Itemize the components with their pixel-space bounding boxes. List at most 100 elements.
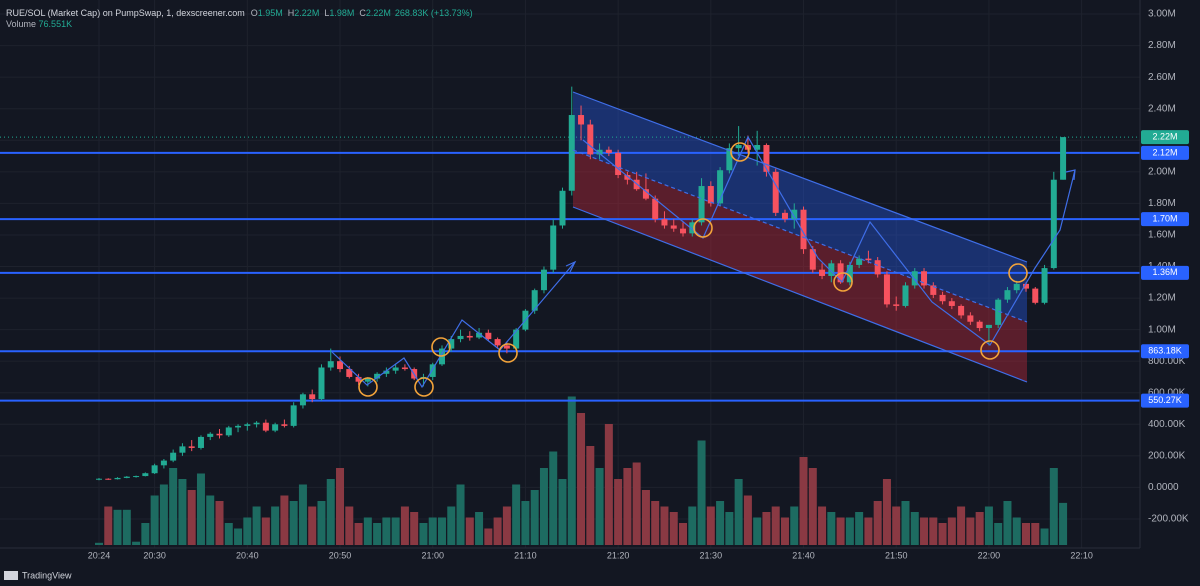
candle-body (856, 258, 863, 265)
volume-bar (873, 501, 882, 545)
candle-body (865, 258, 872, 261)
volume-bar (799, 457, 808, 545)
volume-bar (280, 495, 289, 545)
volume-bar (892, 506, 901, 545)
marker-circle (730, 142, 750, 162)
candle-body (337, 361, 344, 370)
channel-lower (573, 150, 1027, 382)
candle-body (1041, 268, 1048, 303)
candle-body (513, 329, 520, 349)
candle-body (235, 425, 242, 428)
time-axis: 20:24 20:30 20:40 20:50 21:00 21:10 21:20 21:30… (88, 550, 1093, 560)
volume-bar (1022, 523, 1030, 545)
candle-body (197, 436, 204, 448)
volume-bar (465, 517, 474, 545)
level-tag (1141, 344, 1189, 359)
x-tick-label: 22:00 (978, 550, 1001, 560)
volume-bar (771, 506, 780, 545)
volume-bar (549, 451, 558, 545)
volume-bar (595, 468, 604, 545)
zigzag (582, 135, 1076, 346)
marker-circle (498, 343, 518, 363)
candle-body (930, 285, 937, 295)
candle-body (624, 174, 631, 180)
volume-bar (725, 512, 734, 545)
candle-body (578, 115, 585, 125)
candles (96, 86, 1067, 481)
marker-circle (693, 218, 713, 238)
candle-body (170, 452, 177, 461)
candle-body (457, 335, 464, 340)
candle-body (550, 225, 557, 270)
x-tick-label: 21:20 (607, 550, 630, 560)
y-tick-label: -200.00K (1148, 514, 1189, 525)
drawings (331, 91, 1076, 397)
volume-bar (947, 517, 956, 545)
candle-body (735, 145, 742, 149)
volume-bar (660, 506, 669, 545)
candle-body (985, 324, 992, 329)
volume-bar (419, 523, 428, 545)
last-price-tag (1141, 130, 1189, 145)
volume-bar (382, 517, 391, 545)
volume-bar (688, 506, 697, 545)
y-tick-label: 2.80M (1148, 40, 1176, 51)
volume-bar (354, 523, 363, 545)
candle-body (327, 361, 334, 368)
candle-body (503, 345, 510, 349)
ohlc-value: 2.22M (366, 8, 391, 18)
volume-bar (614, 479, 623, 545)
volume-bar (975, 512, 984, 545)
volume-bar (437, 517, 446, 545)
y-tick-label: 2.60M (1148, 72, 1176, 83)
x-tick-label: 20:50 (329, 550, 352, 560)
candle-body (216, 433, 223, 436)
x-tick-label: 20:30 (143, 550, 166, 560)
candle-body (346, 369, 353, 377)
volume-bar (753, 517, 762, 545)
volume-bar (957, 506, 966, 545)
volume-bar (493, 517, 502, 545)
candle-body (290, 405, 297, 426)
candle-body (364, 378, 371, 382)
volume-bar (289, 501, 298, 545)
channel-bottom (572, 206, 1028, 383)
last-price-label: 2.22M (1152, 131, 1177, 141)
volume-bar (252, 506, 261, 545)
volume-bar (317, 501, 326, 545)
candle-body (615, 152, 622, 175)
volume-bar (104, 506, 113, 545)
volume-bar (141, 523, 150, 545)
candle-body (401, 367, 408, 370)
candle-body (429, 364, 436, 377)
ohlc-value: 1.95M (258, 8, 283, 18)
volume-bar (150, 495, 159, 545)
volume-bar (604, 424, 613, 545)
candle-body (670, 225, 677, 229)
y-tick-label: 600.00K (1148, 387, 1186, 398)
marker-circle (833, 272, 853, 292)
candle-body (874, 260, 881, 275)
volume-bar (632, 462, 641, 545)
x-tick-label: 20:40 (236, 550, 259, 560)
volume-bar (502, 506, 511, 545)
volume-pane (95, 396, 1068, 545)
candle-body (179, 446, 186, 453)
volume-bar (827, 512, 836, 545)
candle-body (948, 301, 955, 306)
volume-bar (261, 517, 270, 545)
volume-header: Volume 76.551K (6, 19, 72, 29)
y-tick-label: 1.60M (1148, 230, 1176, 241)
candle-body (151, 465, 158, 474)
marker-circle (1008, 263, 1028, 283)
candle-body (281, 424, 288, 426)
channel-upper (573, 92, 1027, 322)
volume-bar (669, 512, 678, 545)
ohlc-key: L (324, 8, 329, 18)
level-label: 1.70M (1152, 214, 1177, 224)
candle-body (105, 478, 112, 480)
volume-bar (706, 506, 715, 545)
volume-bar (808, 468, 817, 545)
level-tag (1141, 265, 1189, 280)
volume-bar (984, 506, 993, 545)
